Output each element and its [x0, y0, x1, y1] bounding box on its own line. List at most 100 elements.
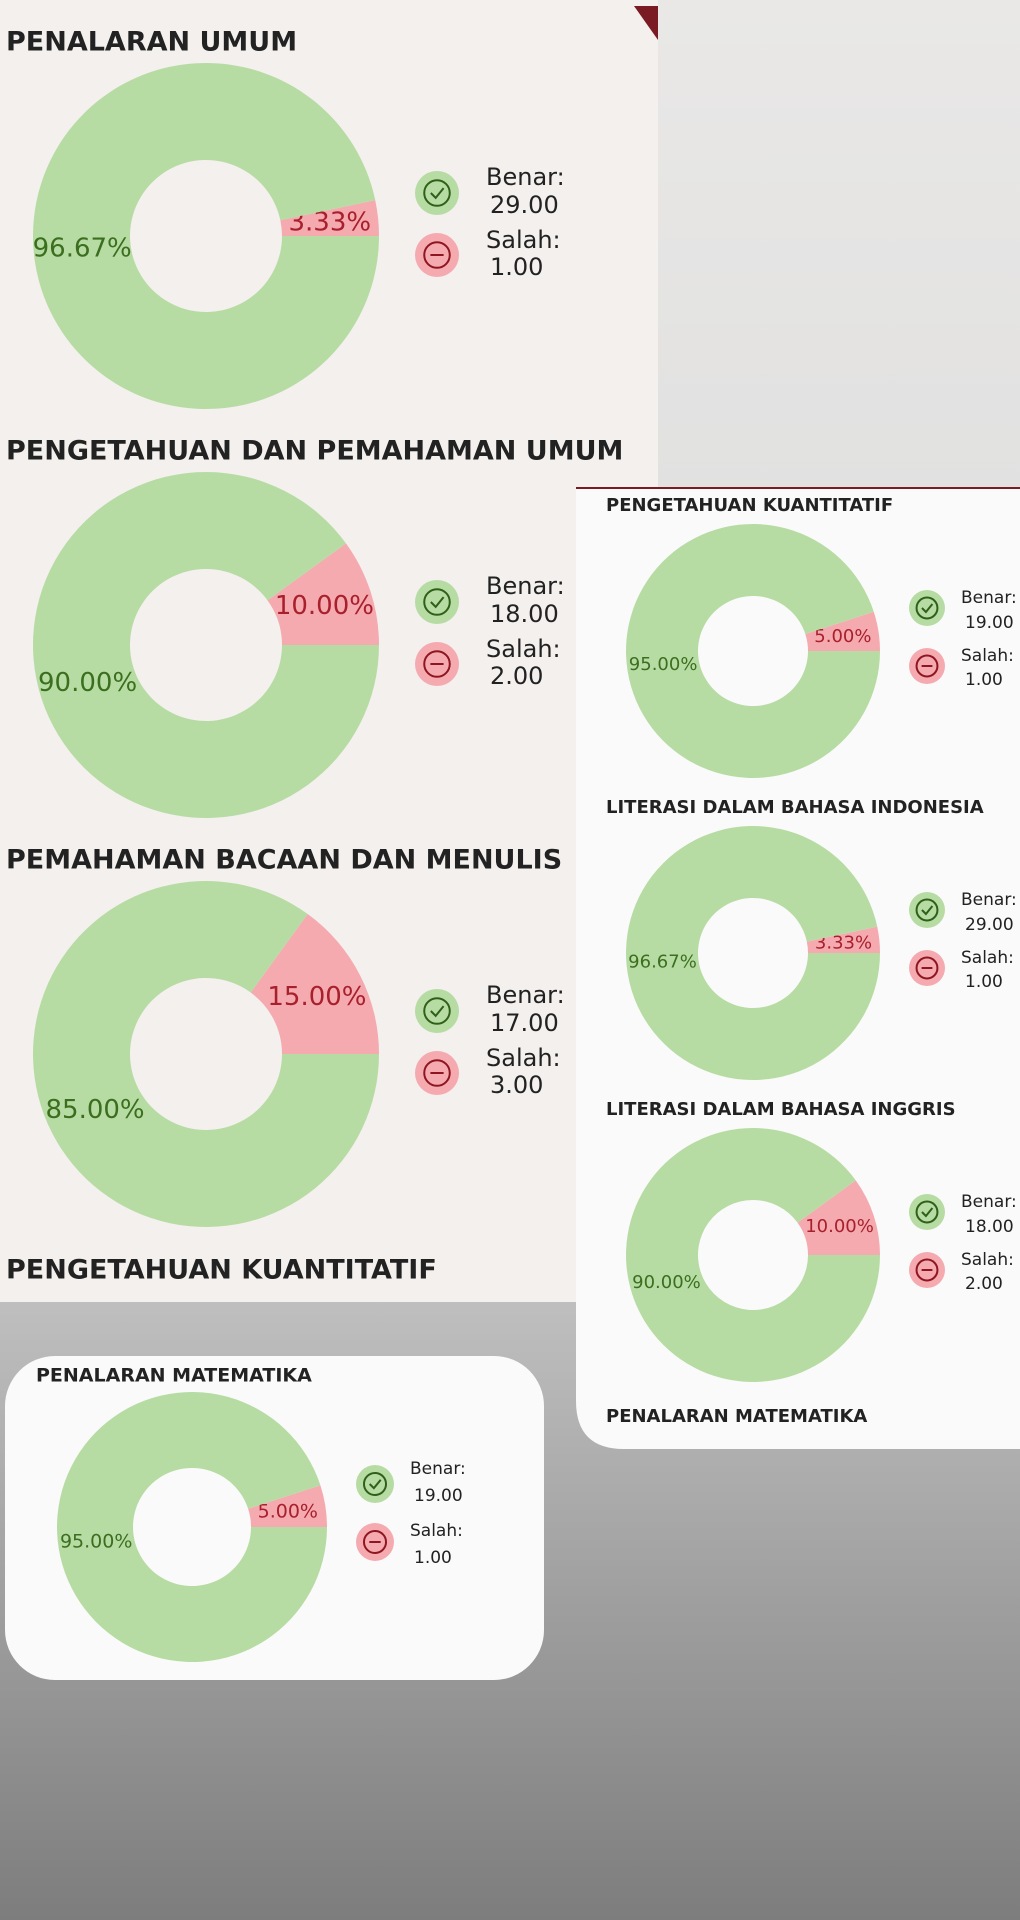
legend-label: Benar: [486, 981, 565, 1009]
donut-slice [626, 1128, 880, 1382]
check-icon [415, 171, 459, 215]
slice-label: 3.33% [815, 932, 872, 953]
legend-count: 17.00 [490, 1009, 559, 1037]
icon-bg [415, 580, 459, 624]
corner-accent [634, 6, 658, 40]
chart-title: PEMAHAMAN BACAAN DAN MENULIS [6, 845, 562, 876]
icon-ring [423, 588, 451, 616]
slice-label: 5.00% [814, 626, 871, 647]
minus-icon [356, 1523, 394, 1561]
slice-label: 10.00% [275, 591, 374, 621]
icon-ring [423, 1059, 451, 1087]
icon-bg [415, 989, 459, 1033]
icon-check [921, 1207, 934, 1218]
legend-count: 1.00 [490, 253, 543, 281]
slice-label: 95.00% [60, 1531, 132, 1553]
legend-count: 1.00 [965, 972, 1003, 992]
icon-ring [915, 956, 939, 980]
slice-label: 90.00% [38, 668, 137, 698]
donut-slice [32, 880, 379, 1227]
chart-title: PENGETAHUAN KUANTITATIF [606, 495, 893, 516]
icon-bg [909, 1194, 945, 1230]
check-icon [415, 989, 459, 1033]
icon-ring [915, 1200, 939, 1224]
check-icon [415, 580, 459, 624]
slice-label: 10.00% [805, 1216, 874, 1237]
legend-count: 2.00 [965, 1274, 1003, 1294]
icon-check [430, 596, 445, 609]
donut-slice [250, 914, 379, 1054]
slice-label: 95.00% [629, 654, 698, 675]
icon-check [368, 1479, 382, 1490]
cut-title: PENGETAHUAN KUANTITATIF [6, 1255, 437, 1286]
legend-label: Benar: [410, 1459, 466, 1479]
legend-count: 19.00 [414, 1486, 463, 1506]
legend-count: 1.00 [965, 670, 1003, 690]
legend-label: Benar: [961, 588, 1017, 608]
legend-count: 18.00 [965, 1217, 1014, 1237]
legend-count: 1.00 [414, 1548, 452, 1568]
legend-count: 18.00 [490, 600, 559, 628]
legend-label: Benar: [486, 572, 565, 600]
legend-count: 29.00 [490, 191, 559, 219]
chart-title: PENGETAHUAN DAN PEMAHAMAN UMUM [6, 436, 623, 467]
legend-label: Salah: [961, 948, 1014, 968]
legend-label: Benar: [486, 163, 565, 191]
legend-label: Benar: [961, 890, 1017, 910]
icon-check [430, 187, 445, 200]
legend-label: Salah: [486, 635, 561, 663]
slice-label: 85.00% [45, 1095, 144, 1125]
legend-count: 29.00 [965, 915, 1014, 935]
legend-label: Salah: [410, 1521, 463, 1541]
minus-icon [909, 648, 945, 684]
slice-label: 90.00% [632, 1272, 701, 1293]
check-icon [909, 590, 945, 626]
donut-slice [280, 200, 379, 236]
chart-title: LITERASI DALAM BAHASA INGGRIS [606, 1099, 956, 1120]
icon-ring [915, 654, 939, 678]
icon-ring [362, 1471, 388, 1497]
icon-check [430, 1005, 445, 1018]
minus-icon [415, 642, 459, 686]
legend-count: 2.00 [490, 662, 543, 690]
minus-icon [909, 1252, 945, 1288]
legend-label: Salah: [961, 646, 1014, 666]
slice-label: 96.67% [33, 234, 132, 264]
chart-title: PENALARAN UMUM [6, 27, 297, 58]
check-icon [909, 892, 945, 928]
icon-ring [915, 898, 939, 922]
icon-ring [423, 241, 451, 269]
cut-title: PENALARAN MATEMATIKA [606, 1406, 867, 1427]
icon-bg [415, 171, 459, 215]
icon-ring [915, 1258, 939, 1282]
chart-title: LITERASI DALAM BAHASA INDONESIA [606, 797, 984, 818]
minus-icon [415, 233, 459, 277]
check-icon [909, 1194, 945, 1230]
icon-bg [356, 1465, 394, 1503]
icon-ring [915, 596, 939, 620]
chart-title: PENALARAN MATEMATIKA [36, 1365, 312, 1387]
slice-label: 96.67% [628, 952, 697, 973]
donut-slice [267, 543, 379, 645]
donut-slice [248, 1485, 327, 1527]
legend-label: Salah: [961, 1250, 1014, 1270]
minus-icon [909, 950, 945, 986]
icon-ring [423, 179, 451, 207]
donut-slice [625, 825, 880, 1080]
icon-check [921, 603, 934, 614]
legend-label: Benar: [961, 1192, 1017, 1212]
donut-slice [32, 62, 380, 409]
icon-ring [362, 1529, 388, 1555]
legend-label: Salah: [486, 226, 561, 254]
donut-slice [626, 524, 880, 778]
slice-label: 5.00% [258, 1500, 318, 1522]
donut-slice [32, 471, 379, 818]
donut-slice [56, 1392, 327, 1662]
donut-slice [797, 1180, 880, 1255]
minus-icon [415, 1051, 459, 1095]
check-icon [356, 1465, 394, 1503]
donut-slice [805, 611, 880, 651]
legend-count: 3.00 [490, 1071, 543, 1099]
slice-label: 15.00% [267, 982, 366, 1012]
